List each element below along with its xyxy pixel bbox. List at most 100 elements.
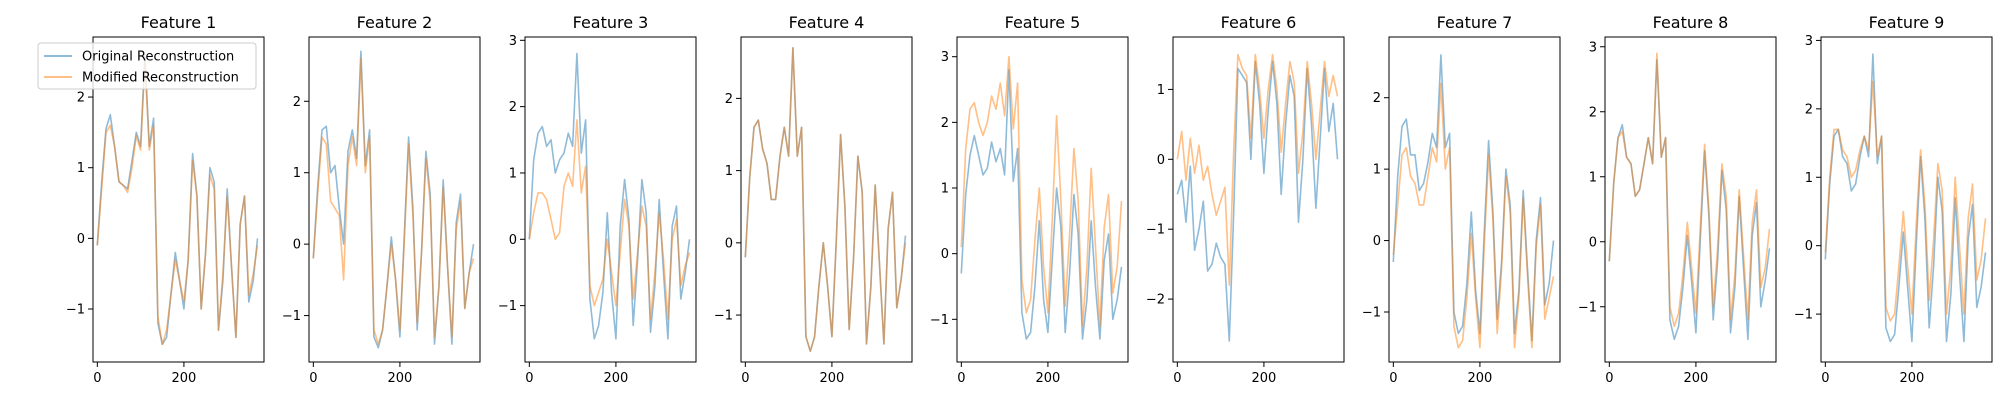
y-tick-label: 0 bbox=[77, 232, 85, 247]
legend-label: Modified Reconstruction bbox=[82, 71, 239, 86]
y-tick-label: −1 bbox=[498, 299, 517, 314]
y-tick-label: 2 bbox=[509, 100, 517, 115]
panel-1: Feature 1 0 200 −1 0 1 2 bbox=[66, 13, 265, 386]
y-tick-label: 1 bbox=[77, 161, 85, 176]
y-tick-label: 2 bbox=[725, 92, 733, 107]
x-tick-label: 200 bbox=[1467, 371, 1492, 386]
axes-frame bbox=[308, 36, 481, 363]
y-tick-label: 2 bbox=[1373, 91, 1381, 106]
x-tick-label: 0 bbox=[1821, 371, 1829, 386]
y-tick-label: −1 bbox=[1794, 308, 1813, 323]
series-line-original-reconstruction bbox=[1176, 60, 1339, 342]
axes-frame bbox=[1172, 36, 1345, 363]
y-tick-label: −1 bbox=[282, 309, 301, 324]
panel-title: Feature 1 bbox=[141, 13, 217, 32]
y-tick-label: −1 bbox=[1578, 300, 1597, 315]
x-tick-label: 0 bbox=[525, 371, 533, 386]
y-tick-label: 1 bbox=[293, 166, 301, 181]
x-tick-label: 200 bbox=[1683, 371, 1708, 386]
y-tick-label: 1 bbox=[1589, 170, 1597, 185]
x-tick-label: 200 bbox=[1899, 371, 1924, 386]
axes-frame bbox=[524, 36, 697, 363]
y-tick-label: 3 bbox=[509, 34, 517, 49]
panel-title: Feature 8 bbox=[1653, 13, 1729, 32]
y-tick-label: 0 bbox=[1589, 235, 1597, 250]
x-tick-label: 0 bbox=[1389, 371, 1397, 386]
y-tick-label: 1 bbox=[1373, 163, 1381, 178]
y-tick-label: 1 bbox=[1805, 171, 1813, 186]
x-tick-label: 200 bbox=[603, 371, 628, 386]
panel-title: Feature 4 bbox=[789, 13, 865, 32]
panel-3: Feature 3 0 200 −1 0 1 2 3 bbox=[498, 13, 697, 386]
panel-title: Feature 3 bbox=[573, 13, 649, 32]
y-tick-label: −1 bbox=[1362, 306, 1381, 321]
series-line-modified-reconstruction bbox=[960, 55, 1123, 327]
y-tick-label: 2 bbox=[1589, 105, 1597, 120]
panel-title: Feature 5 bbox=[1005, 13, 1081, 32]
x-tick-label: 0 bbox=[1173, 371, 1181, 386]
y-tick-label: −1 bbox=[1146, 223, 1165, 238]
x-tick-label: 200 bbox=[171, 371, 196, 386]
y-tick-label: 2 bbox=[941, 116, 949, 131]
y-tick-label: 3 bbox=[1589, 40, 1597, 55]
panel-4: Feature 4 0 200 −1 0 1 2 bbox=[714, 13, 913, 386]
series-line-modified-reconstruction bbox=[1608, 52, 1771, 328]
panel-9: Feature 9 0 200 −1 0 1 2 3 bbox=[1794, 13, 1993, 386]
series-line-original-reconstruction bbox=[960, 69, 1123, 340]
axes-frame bbox=[92, 36, 265, 363]
y-tick-label: 0 bbox=[1157, 153, 1165, 168]
x-tick-label: 0 bbox=[741, 371, 749, 386]
x-tick-label: 200 bbox=[1251, 371, 1276, 386]
x-tick-label: 0 bbox=[957, 371, 965, 386]
y-tick-label: 1 bbox=[725, 164, 733, 179]
y-tick-label: −2 bbox=[1146, 293, 1165, 308]
x-tick-label: 0 bbox=[309, 371, 317, 386]
y-tick-label: −1 bbox=[930, 313, 949, 328]
series-line-modified-reconstruction bbox=[312, 57, 475, 345]
y-tick-label: 2 bbox=[1805, 102, 1813, 117]
panel-title: Feature 2 bbox=[357, 13, 433, 32]
axes-frame bbox=[1604, 36, 1777, 363]
panel-5: Feature 5 0 200 −1 0 1 2 3 bbox=[930, 13, 1129, 386]
series-line-modified-reconstruction bbox=[1824, 80, 1987, 322]
y-tick-label: 0 bbox=[941, 247, 949, 262]
series-line-modified-reconstruction bbox=[528, 119, 691, 320]
series-line-modified-reconstruction bbox=[96, 60, 259, 346]
series-line-original-reconstruction bbox=[1608, 58, 1771, 341]
axes-frame bbox=[956, 36, 1129, 363]
y-tick-label: 0 bbox=[725, 236, 733, 251]
x-tick-label: 200 bbox=[387, 371, 412, 386]
x-tick-label: 200 bbox=[819, 371, 844, 386]
y-tick-label: −1 bbox=[66, 303, 85, 318]
axes-frame bbox=[740, 36, 913, 363]
y-tick-label: 3 bbox=[941, 50, 949, 65]
y-tick-label: 1 bbox=[941, 182, 949, 197]
y-tick-label: −1 bbox=[714, 309, 733, 324]
chart-legend: Original Reconstruction Modified Reconstr… bbox=[37, 42, 257, 90]
y-tick-label: 0 bbox=[509, 233, 517, 248]
series-line-modified-reconstruction bbox=[1176, 53, 1339, 286]
legend-label: Original Reconstruction bbox=[82, 50, 234, 65]
x-tick-label: 0 bbox=[93, 371, 101, 386]
series-line-modified-reconstruction bbox=[744, 46, 907, 353]
axes-frame bbox=[1820, 36, 1993, 363]
y-tick-label: 1 bbox=[509, 166, 517, 181]
y-tick-label: 0 bbox=[293, 238, 301, 253]
legend-box bbox=[37, 42, 257, 90]
panel-6: Feature 6 0 200 −2 −1 0 1 bbox=[1146, 13, 1345, 386]
y-tick-label: 2 bbox=[77, 91, 85, 106]
panel-title: Feature 7 bbox=[1437, 13, 1513, 32]
y-tick-label: 1 bbox=[1157, 83, 1165, 98]
series-line-modified-reconstruction bbox=[1392, 82, 1555, 349]
y-tick-label: 0 bbox=[1805, 239, 1813, 254]
series-line-original-reconstruction bbox=[1824, 53, 1987, 343]
axes-frame bbox=[1388, 36, 1561, 363]
panel-title: Feature 9 bbox=[1869, 13, 1945, 32]
x-tick-label: 0 bbox=[1605, 371, 1613, 386]
panel-2: Feature 2 0 200 −1 0 1 2 bbox=[282, 13, 481, 386]
y-tick-label: 3 bbox=[1805, 34, 1813, 49]
panel-8: Feature 8 0 200 −1 0 1 2 3 bbox=[1578, 13, 1777, 386]
x-tick-label: 200 bbox=[1035, 371, 1060, 386]
